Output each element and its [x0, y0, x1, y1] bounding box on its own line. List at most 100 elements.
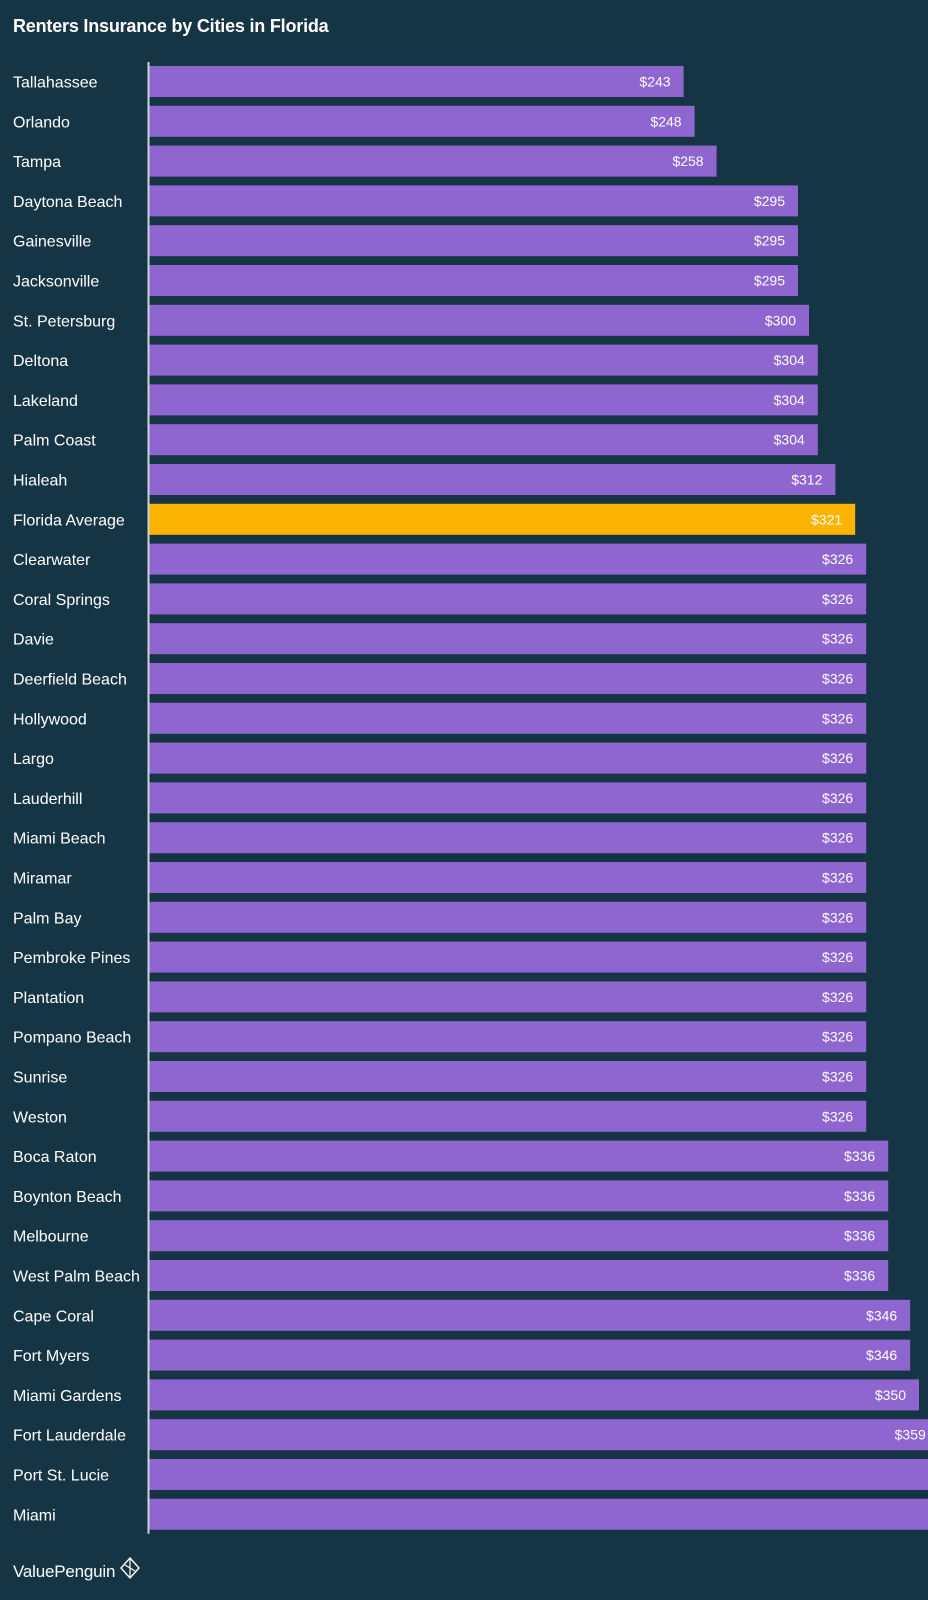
bar-davie [149, 623, 867, 655]
bar-tampa [149, 145, 717, 177]
bar-boynton-beach [149, 1180, 889, 1212]
category-label-gainesville: Gainesville [13, 234, 91, 251]
bar-boca-raton [149, 1140, 889, 1172]
category-label-miami-gardens: Miami Gardens [13, 1388, 121, 1405]
value-label-weston: $326 [822, 1108, 853, 1124]
bar-lauderhill [149, 782, 867, 814]
value-label-hollywood: $326 [822, 710, 853, 726]
value-label-lakeland: $304 [774, 392, 805, 408]
category-label-florida-average: Florida Average [13, 512, 125, 529]
category-label-port-st-lucie: Port St. Lucie [13, 1468, 109, 1485]
value-label-fort-lauderdale: $359 [895, 1427, 926, 1443]
value-label-miramar: $326 [822, 870, 853, 886]
bar-tallahassee [149, 66, 684, 97]
category-label-tallahassee: Tallahassee [13, 75, 98, 92]
value-label-miami-gardens: $350 [875, 1387, 906, 1403]
bar-st-petersburg [149, 304, 809, 336]
category-label-boca-raton: Boca Raton [13, 1149, 97, 1166]
category-label-palm-bay: Palm Bay [13, 910, 81, 927]
bar-palm-bay [149, 901, 867, 933]
category-label-hollywood: Hollywood [13, 711, 87, 728]
value-label-melbourne: $336 [844, 1228, 875, 1244]
value-label-palm-bay: $326 [822, 909, 853, 925]
category-label-lauderhill: Lauderhill [13, 791, 82, 808]
value-label-palm-coast: $304 [774, 432, 805, 448]
category-label-davie: Davie [13, 632, 54, 649]
value-label-daytona-beach: $295 [754, 193, 785, 209]
value-label-coral-springs: $326 [822, 591, 853, 607]
value-label-west-palm-beach: $336 [844, 1268, 875, 1284]
bar-chart: Tallahassee $243 Orlando $248 Tampa $258 Dayto… [13, 62, 928, 1534]
bar-weston [149, 1100, 867, 1132]
value-label-sunrise: $326 [822, 1069, 853, 1085]
category-label-fort-myers: Fort Myers [13, 1348, 89, 1365]
value-label-fort-myers: $346 [866, 1347, 897, 1363]
bar-palm-coast [149, 424, 818, 456]
bar-fort-lauderdale [149, 1419, 928, 1451]
value-label-clearwater: $326 [822, 551, 853, 567]
bar-jacksonville [149, 265, 798, 296]
bar-gainesville [149, 225, 798, 257]
value-label-tallahassee: $243 [639, 74, 670, 90]
bar-pembroke-pines [149, 941, 867, 973]
bar-port-st-lucie [149, 1459, 928, 1490]
bar-miami-gardens [149, 1379, 919, 1411]
category-label-palm-coast: Palm Coast [13, 433, 96, 450]
category-label-cape-coral: Cape Coral [13, 1308, 94, 1325]
value-label-florida-average: $321 [811, 511, 842, 527]
value-label-hialeah: $312 [791, 472, 822, 488]
category-label-deltona: Deltona [13, 353, 68, 370]
category-label-coral-springs: Coral Springs [13, 592, 110, 609]
value-label-gainesville: $295 [754, 233, 785, 249]
value-label-miami-beach: $326 [822, 830, 853, 846]
bar-deerfield-beach [149, 663, 867, 694]
brand-name: ValuePenguin [13, 1562, 116, 1581]
category-label-pompano-beach: Pompano Beach [13, 1030, 131, 1047]
category-label-melbourne: Melbourne [13, 1229, 89, 1246]
category-label-miramar: Miramar [13, 871, 72, 888]
value-label-deltona: $304 [774, 352, 805, 368]
bar-west-palm-beach [149, 1260, 889, 1291]
category-label-lakeland: Lakeland [13, 393, 78, 410]
value-label-st-petersburg: $300 [765, 312, 796, 328]
value-label-tampa: $258 [672, 153, 703, 169]
category-label-sunrise: Sunrise [13, 1070, 67, 1087]
bar-miramar [149, 862, 867, 893]
bar-deltona [149, 344, 818, 376]
bar-hollywood [149, 702, 867, 734]
value-label-plantation: $326 [822, 989, 853, 1005]
value-label-lauderhill: $326 [822, 790, 853, 806]
category-label-west-palm-beach: West Palm Beach [13, 1269, 140, 1286]
bar-sunrise [149, 1061, 867, 1092]
chart-title: Renters Insurance by Cities in Florida [13, 16, 329, 36]
category-label-clearwater: Clearwater [13, 552, 91, 569]
category-label-pembroke-pines: Pembroke Pines [13, 950, 130, 967]
bar-clearwater [149, 543, 867, 575]
category-label-fort-lauderdale: Fort Lauderdale [13, 1428, 126, 1445]
bar-hialeah [149, 464, 836, 495]
category-label-orlando: Orlando [13, 114, 70, 131]
bar-orlando [149, 105, 695, 137]
value-label-largo: $326 [822, 750, 853, 766]
category-label-tampa: Tampa [13, 154, 61, 171]
value-label-pompano-beach: $326 [822, 1029, 853, 1045]
value-label-boca-raton: $336 [844, 1148, 875, 1164]
value-label-boynton-beach: $336 [844, 1188, 875, 1204]
category-label-plantation: Plantation [13, 990, 84, 1007]
value-label-pembroke-pines: $326 [822, 949, 853, 965]
category-label-miami: Miami [13, 1507, 56, 1524]
value-label-orlando: $248 [650, 113, 681, 129]
category-label-boynton-beach: Boynton Beach [13, 1189, 122, 1206]
value-label-deerfield-beach: $326 [822, 671, 853, 687]
bar-pompano-beach [149, 1021, 867, 1053]
bar-melbourne [149, 1220, 889, 1252]
diamond-penguin-logo-icon [120, 1556, 141, 1580]
bar-miami-beach [149, 822, 867, 854]
category-label-largo: Largo [13, 751, 54, 768]
category-label-st-petersburg: St. Petersburg [13, 313, 115, 330]
category-label-weston: Weston [13, 1109, 67, 1126]
category-label-daytona-beach: Daytona Beach [13, 194, 122, 211]
bar-lakeland [149, 384, 818, 416]
category-label-deerfield-beach: Deerfield Beach [13, 672, 127, 689]
bar-daytona-beach [149, 185, 798, 217]
